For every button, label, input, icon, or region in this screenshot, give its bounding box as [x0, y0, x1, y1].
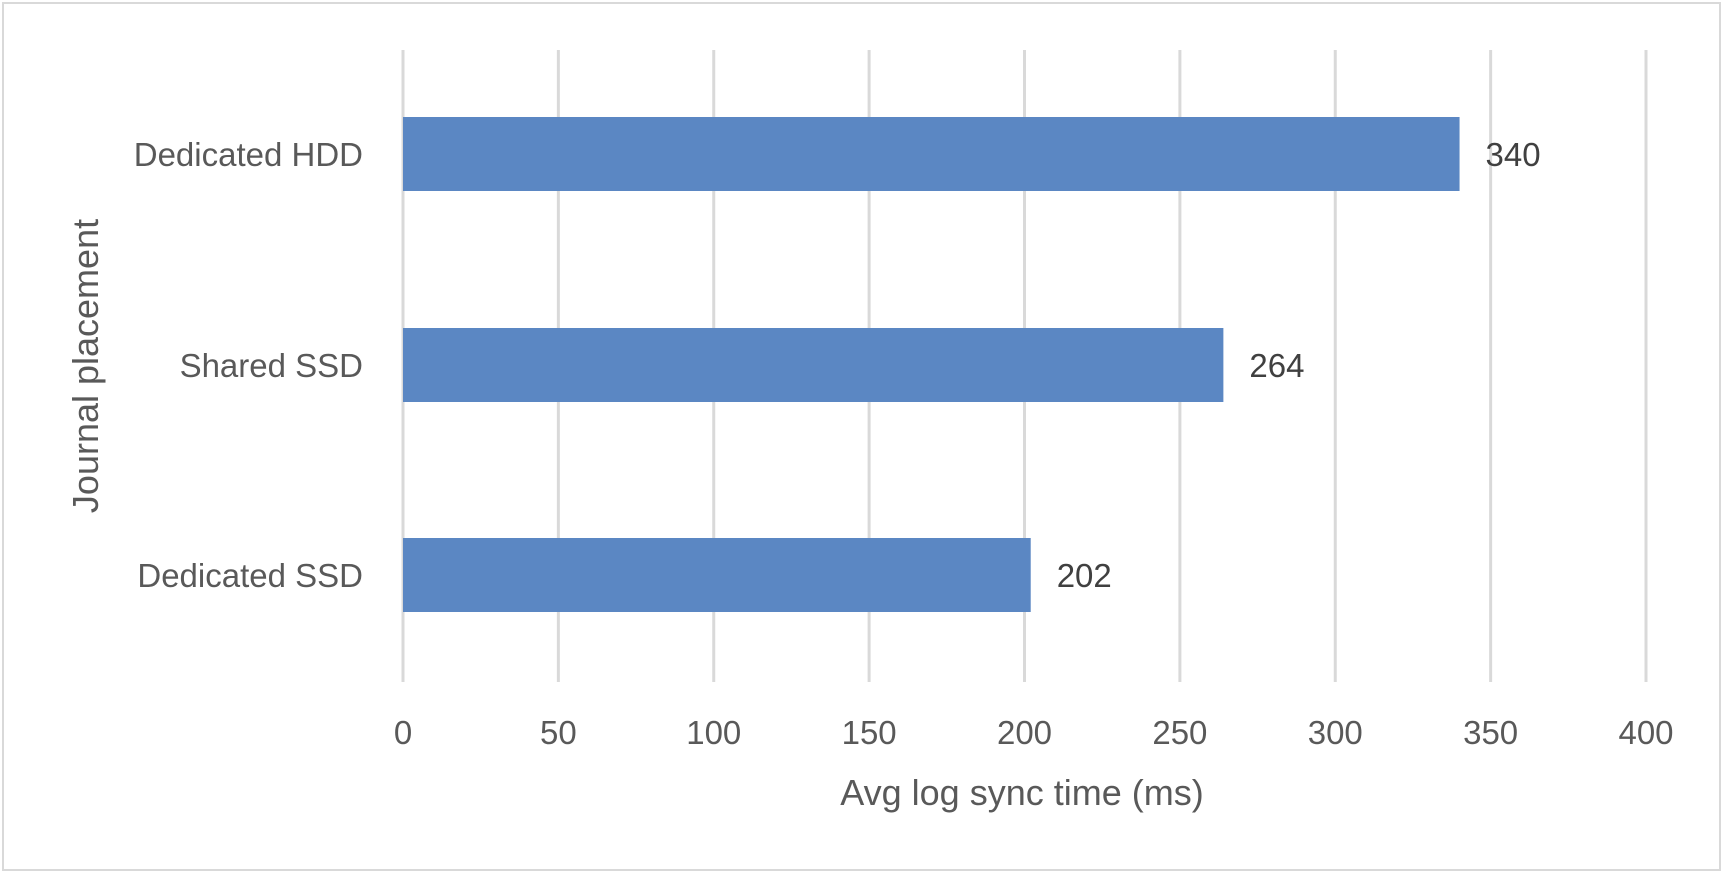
x-tick-labels: 0 50 100 150 200 250 300 350 400 [394, 714, 1674, 751]
data-label-dedicated-ssd: 202 [1057, 557, 1112, 594]
x-tick-label-350: 350 [1463, 714, 1518, 751]
x-tick-label-400: 400 [1618, 714, 1673, 751]
data-labels: 340 264 202 [1057, 136, 1541, 594]
category-label-dedicated-ssd: Dedicated SSD [137, 557, 363, 594]
bar-dedicated-hdd [403, 117, 1460, 191]
x-tick-label-100: 100 [686, 714, 741, 751]
category-label-dedicated-hdd: Dedicated HDD [134, 136, 363, 173]
category-labels: Dedicated HDD Shared SSD Dedicated SSD [134, 136, 363, 594]
bar-dedicated-ssd [403, 538, 1031, 612]
data-label-dedicated-hdd: 340 [1486, 136, 1541, 173]
x-tick-label-50: 50 [540, 714, 577, 751]
bar-shared-ssd [403, 328, 1224, 402]
bars [403, 117, 1460, 612]
category-label-shared-ssd: Shared SSD [180, 347, 363, 384]
x-tick-label-0: 0 [394, 714, 412, 751]
x-tick-label-150: 150 [842, 714, 897, 751]
x-tick-label-200: 200 [997, 714, 1052, 751]
x-axis-title: Avg log sync time (ms) [840, 772, 1203, 813]
y-axis-title: Journal placement [65, 219, 106, 513]
x-tick-label-250: 250 [1152, 714, 1207, 751]
data-label-shared-ssd: 264 [1249, 347, 1304, 384]
x-tick-label-300: 300 [1308, 714, 1363, 751]
